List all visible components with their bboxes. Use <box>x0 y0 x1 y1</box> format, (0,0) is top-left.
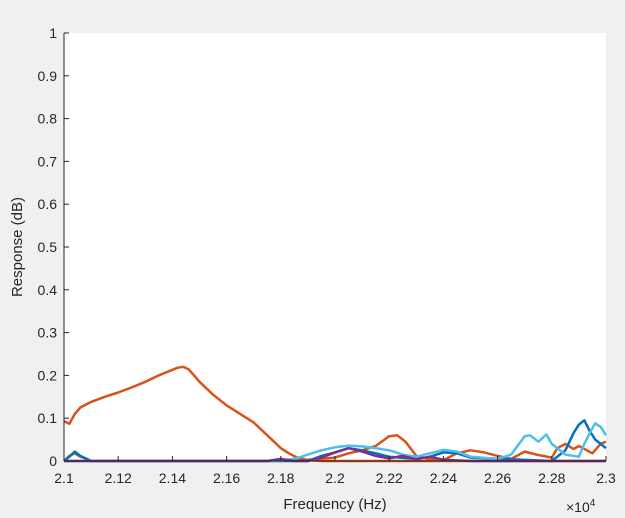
y-axis-label: Response (dB) <box>9 197 26 297</box>
x-tick-label: 2.2 <box>325 470 345 486</box>
y-tick-label: 0.3 <box>38 325 58 341</box>
y-tick-label: 0.9 <box>38 68 58 84</box>
x-tick-label: 2.14 <box>159 470 186 486</box>
x-axis-label: Frequency (Hz) <box>283 496 386 513</box>
y-tick-label: 0.4 <box>38 282 58 298</box>
x-tick-label: 2.12 <box>105 470 132 486</box>
series-line-4 <box>64 422 608 463</box>
ticks-layer: 2.1 2.12 2.14 2.16 2.18 2.2 2.22 2.24 2.26 2.28 2.… <box>38 25 616 486</box>
x-exponent-label: ×104 <box>566 498 596 515</box>
x-tick-label: 2.22 <box>376 470 403 486</box>
x-exponent-base: ×10 <box>566 499 590 515</box>
x-tick-label: 2.18 <box>267 470 294 486</box>
x-tick-label: 2.26 <box>484 470 511 486</box>
y-tick-label: 0.5 <box>38 239 58 255</box>
x-tick-label: 2.16 <box>213 470 240 486</box>
y-tick-label: 0.8 <box>38 111 58 127</box>
y-tick-label: 0.1 <box>38 410 58 426</box>
x-tick-label: 2.3 <box>596 470 616 486</box>
y-tick-label: 0.6 <box>38 196 58 212</box>
y-tick-label: 0.7 <box>38 153 58 169</box>
x-tick-label: 2.24 <box>430 470 457 486</box>
y-tick-label: 1 <box>49 25 57 41</box>
plot-background <box>64 33 606 461</box>
x-exponent-power: 4 <box>590 498 596 509</box>
y-tick-label: 0 <box>49 453 57 469</box>
y-tick-label: 0.2 <box>38 367 58 383</box>
series-line-5 <box>64 446 606 463</box>
x-tick-label: 2.1 <box>54 470 74 486</box>
x-tick-label: 2.28 <box>538 470 565 486</box>
